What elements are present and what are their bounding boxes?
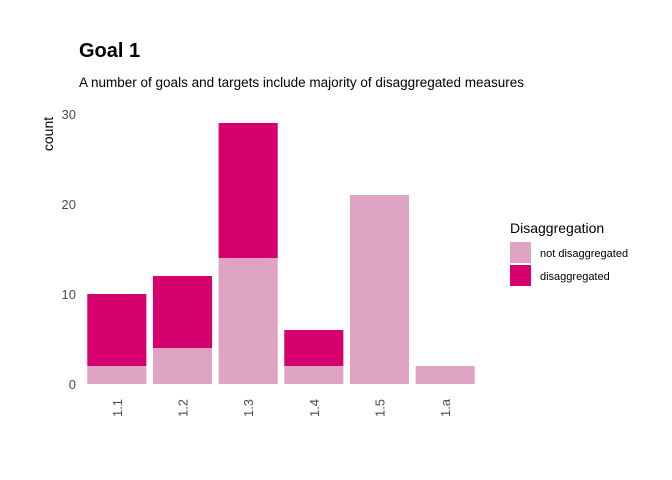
y-tick-label: 10 [62,287,76,302]
bar-1-5-not-disaggregated [349,195,410,384]
x-tick-label: 1.a [438,398,453,417]
x-axis-ticks: 1.1 1.2 1.3 1.4 1.5 1.a [110,398,453,417]
bar-1-2-not-disaggregated [152,348,213,384]
bar-1-1-not-disaggregated [87,366,147,384]
legend-label: not disaggregated [540,248,628,260]
legend-swatch [510,242,531,263]
x-tick-label: 1.5 [373,399,388,417]
bar-1-2-disaggregated [152,276,213,348]
legend-label: disaggregated [540,271,610,283]
legend: Disaggregation not disaggregated disaggre… [510,220,628,286]
x-tick-label: 1.2 [176,399,191,417]
chart-subtitle: A number of goals and targets include ma… [79,75,524,90]
x-tick-label: 1.3 [241,399,256,417]
x-tick-label: 1.4 [307,399,322,417]
chart-title: Goal 1 [79,40,140,62]
y-axis-ticks: 0 10 20 30 [62,107,76,392]
legend-swatch [510,265,531,286]
y-tick-label: 30 [62,107,76,122]
bars-group [87,123,475,384]
y-axis-title: count [40,117,56,151]
bar-1-4-disaggregated [284,330,344,366]
bar-1-3-disaggregated [218,123,278,258]
y-tick-label: 0 [69,377,76,392]
bar-1-4-not-disaggregated [284,366,344,384]
bar-1-3-not-disaggregated [218,258,278,384]
y-tick-label: 20 [62,197,76,212]
bar-1-a-not-disaggregated [415,366,475,384]
legend-title: Disaggregation [510,220,604,236]
bar-1-1-disaggregated [87,294,147,366]
x-tick-label: 1.1 [110,399,125,417]
